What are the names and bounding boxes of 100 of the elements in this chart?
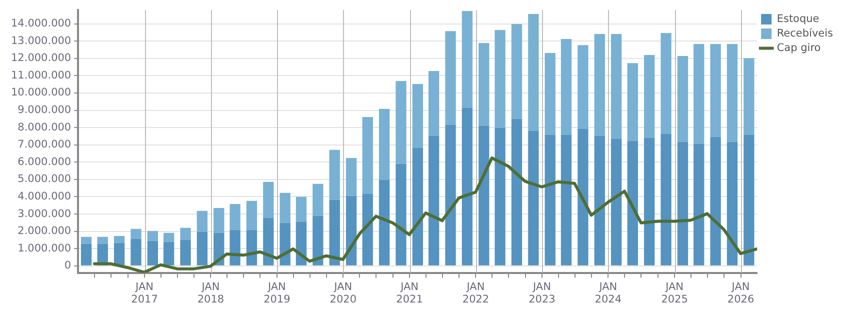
bar — [280, 222, 290, 266]
bar — [346, 158, 357, 196]
bar — [196, 232, 208, 266]
y-tick-label: 11.000.000 — [10, 69, 72, 82]
y-tick-label: 2.000.000 — [18, 225, 72, 238]
bar — [412, 84, 424, 148]
bar — [180, 240, 191, 266]
bar — [147, 240, 158, 266]
bar — [544, 135, 556, 266]
bar — [726, 44, 738, 142]
bar — [312, 216, 324, 266]
bar — [246, 230, 258, 266]
bar — [627, 140, 638, 266]
bar — [560, 39, 572, 136]
bar — [130, 228, 142, 239]
bar — [694, 144, 704, 266]
x-tick-label: JAN 2026 — [727, 280, 754, 306]
bar — [627, 63, 638, 141]
y-tick-label: 6.000.000 — [18, 156, 72, 168]
bar — [329, 150, 340, 200]
bar — [312, 184, 324, 216]
y-tick-label: 5.000.000 — [18, 173, 72, 186]
bar — [114, 242, 125, 266]
bar — [114, 236, 125, 243]
y-tick-label: 4.000.000 — [18, 190, 72, 202]
bar — [80, 236, 92, 244]
bar — [462, 11, 473, 108]
x-tick-label: JAN 2019 — [264, 280, 290, 306]
bar — [744, 135, 754, 266]
bar — [528, 131, 539, 266]
y-tick-label: 10.000.000 — [10, 86, 72, 99]
x-tick-label: JAN 2017 — [131, 280, 158, 306]
bar — [246, 200, 258, 230]
x-tick-label: JAN 2021 — [396, 280, 423, 306]
bar — [610, 138, 622, 266]
legend-label: Cap giro — [776, 42, 821, 54]
y-tick-label: 14.000.000 — [10, 18, 72, 30]
bar — [378, 108, 390, 180]
bar — [578, 128, 588, 266]
bar — [362, 117, 373, 194]
bar — [544, 53, 556, 136]
y-tick-label: 1.000.000 — [18, 242, 72, 254]
bar — [362, 194, 373, 266]
x-tick-label: JAN 2023 — [528, 280, 556, 306]
bar — [511, 118, 522, 266]
bar — [163, 242, 174, 266]
bar — [660, 134, 672, 266]
bar — [694, 44, 704, 144]
legend-label: Recebíveis — [776, 27, 834, 40]
bar — [180, 228, 191, 240]
bar — [263, 218, 274, 266]
bar — [296, 196, 307, 222]
bar — [578, 45, 588, 129]
y-tick-label: 0 — [64, 260, 72, 272]
y-tick-label: 8.000.000 — [18, 121, 72, 134]
bar — [412, 148, 424, 266]
bar — [329, 200, 340, 266]
bar — [478, 126, 490, 266]
bar — [280, 192, 290, 223]
bar — [494, 30, 506, 128]
bar — [378, 180, 390, 266]
bar — [511, 24, 522, 119]
bar — [196, 210, 208, 232]
bar — [478, 43, 490, 126]
bar — [445, 31, 456, 125]
bar — [97, 236, 108, 244]
x-tick-label: JAN 2022 — [462, 280, 490, 306]
y-tick-label: 3.000.000 — [18, 208, 72, 220]
bar — [296, 222, 307, 266]
bar — [660, 32, 672, 134]
bar — [428, 71, 440, 136]
bar — [744, 58, 754, 136]
y-tick-label: 9.000.000 — [18, 104, 72, 116]
bar — [726, 142, 738, 266]
bar — [710, 44, 721, 137]
bar — [494, 128, 506, 266]
bar — [594, 34, 605, 136]
legend-label: Estoque — [776, 12, 820, 25]
bar — [147, 230, 158, 241]
bar — [594, 136, 605, 266]
bar — [346, 196, 357, 266]
bar — [214, 208, 224, 233]
bar — [130, 238, 142, 266]
bar — [610, 34, 622, 139]
x-tick-label: JAN 2020 — [330, 280, 357, 306]
bar — [528, 14, 539, 132]
bar — [396, 164, 406, 266]
bar — [644, 54, 655, 138]
bar — [263, 182, 274, 218]
bar — [163, 232, 174, 242]
y-tick-label: 12.000.000 — [10, 52, 72, 64]
bar — [560, 135, 572, 266]
y-tick-label: 7.000.000 — [18, 138, 72, 151]
bar — [230, 204, 240, 230]
x-tick-label: JAN 2018 — [197, 280, 224, 306]
bar — [396, 81, 406, 164]
bar — [462, 108, 473, 266]
x-tick-label: JAN 2025 — [661, 280, 688, 306]
bar — [230, 230, 240, 266]
x-tick-label: JAN 2024 — [594, 280, 622, 306]
